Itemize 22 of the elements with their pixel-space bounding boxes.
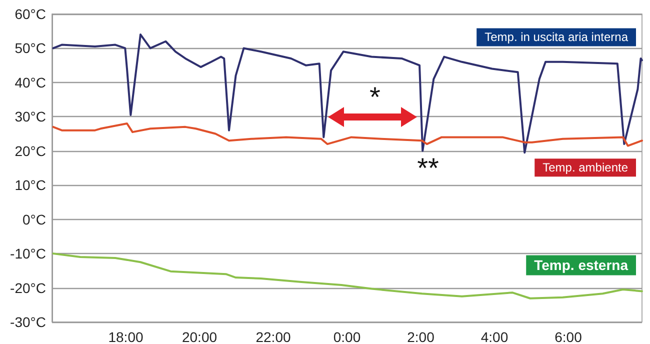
x-tick-label: 18:00 (108, 329, 144, 344)
y-tick-label: -10°C (10, 246, 46, 262)
y-tick-label: 20°C (14, 142, 46, 159)
x-tick-label: 22:00 (256, 329, 291, 344)
annotation: * (370, 82, 381, 112)
series-label: Temp. ambiente (542, 160, 628, 175)
annotation: ** (417, 152, 439, 184)
x-tick-label: 2:00 (407, 329, 435, 344)
y-tick-label: 30°C (14, 108, 46, 125)
y-tick-label: -30°C (10, 314, 46, 330)
x-tick-label: 4:00 (480, 329, 508, 344)
x-tick-label: 6:00 (554, 329, 582, 344)
y-tick-label: 0°C (22, 211, 46, 228)
x-tick-label: 20:00 (182, 329, 218, 344)
x-tick-label: 0:00 (333, 329, 361, 344)
y-tick-label: 50°C (14, 40, 46, 56)
series-label: Temp. esterna (534, 257, 628, 274)
y-tick-label: 10°C (14, 177, 46, 194)
series-label: Temp. in uscita aria interna (484, 30, 628, 44)
y-tick-label: 40°C (14, 74, 46, 90)
y-tick-label: -20°C (10, 280, 46, 296)
y-tick-label: 60°C (14, 6, 46, 22)
